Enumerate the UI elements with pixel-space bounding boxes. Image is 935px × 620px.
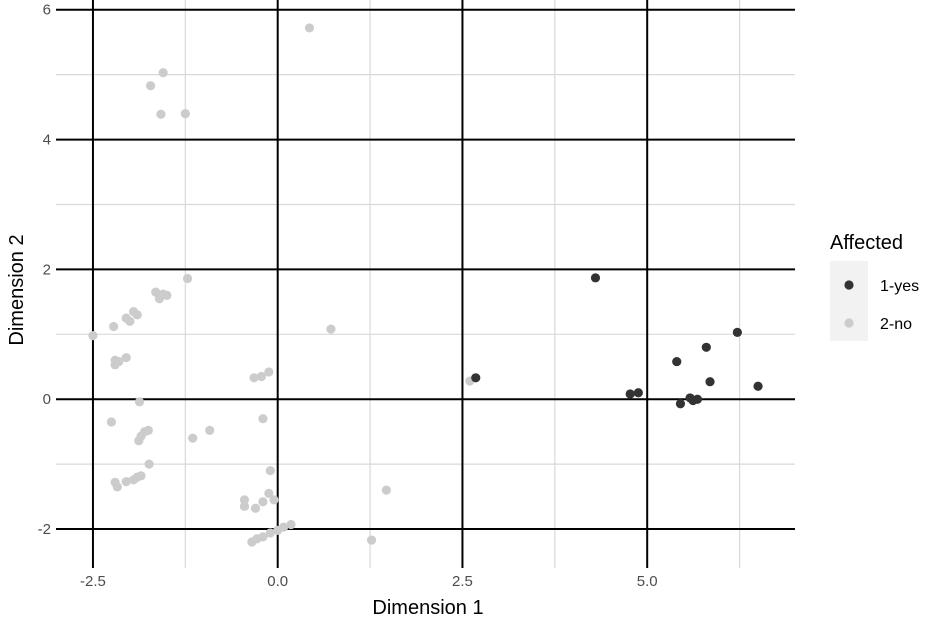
x-tick-labels: -2.5 0.0 2.5 5.0 [80,573,658,590]
data-point-1-yes [590,273,601,283]
data-point-2-no [112,482,122,492]
data-point-2-no [158,68,168,78]
data-point-2-no [258,497,268,507]
data-point-2-no [132,310,142,320]
data-point-2-no [249,373,259,383]
legend-key [844,318,854,328]
y-tick-label: 2 [43,261,51,278]
y-tick-labels: -2 0 2 4 6 [38,2,51,538]
data-point-1-yes [633,388,643,398]
legend-label: 2-no [880,316,912,333]
data-point-1-yes [701,342,711,352]
data-point-2-no [239,501,250,511]
data-point-2-no [304,23,315,33]
x-tick-label: -2.5 [80,573,106,590]
data-point-2-no [264,488,274,498]
data-point-2-no [121,477,131,487]
x-tick-label: 2.5 [452,573,473,590]
data-point-2-no [264,367,274,377]
data-point-1-yes [625,389,635,399]
data-point-2-no [326,324,336,334]
data-point-2-no [109,321,119,332]
legend: Affected 1-yes 2-no [830,232,919,341]
x-tick-label: 0.0 [267,573,288,590]
data-point-1-yes [705,377,715,387]
y-tick-label: 4 [43,132,51,149]
legend-title: Affected [830,232,903,254]
data-point-2-no [258,414,268,424]
data-point-2-no [265,466,275,476]
data-point-1-yes [692,394,703,404]
data-point-2-no [144,459,154,469]
data-point-2-no [156,109,166,119]
data-point-2-no [286,519,296,530]
data-point-2-no [366,535,377,545]
data-point-2-no [188,433,198,443]
data-point-2-no [145,81,156,91]
data-point-2-no [239,495,250,505]
data-point-2-no [88,331,98,341]
data-point-2-no [182,273,193,284]
y-tick-label: -2 [38,521,51,538]
data-point-2-no [106,417,117,427]
legend-items: 1-yes 2-no [844,278,919,333]
data-point-2-no [250,503,261,513]
data-point-2-no [205,425,215,435]
data-point-1-yes [471,373,481,383]
legend-key-background [830,261,868,341]
legend-key [844,280,854,290]
data-point-2-no [134,436,144,446]
data-point-2-no [154,294,165,304]
major-gridlines [56,0,795,568]
data-point-2-no [125,316,135,326]
x-tick-label: 5.0 [637,573,658,590]
data-point-2-no [134,397,145,407]
y-tick-label: 6 [43,2,51,19]
data-point-2-no [265,528,275,538]
minor-gridlines [56,0,795,568]
data-point-2-no [162,290,172,300]
data-points [88,23,763,547]
data-point-2-no [256,371,267,382]
data-point-1-yes [675,399,686,409]
data-point-2-no [279,522,289,532]
data-point-2-no [121,353,131,363]
y-tick-label: 0 [43,391,51,408]
legend-label: 1-yes [880,278,919,295]
x-axis-title: Dimension 1 [372,597,483,619]
data-point-2-no [128,475,139,485]
data-point-2-no [269,495,279,505]
data-point-2-no [110,360,120,370]
data-point-2-no [381,485,391,495]
data-point-2-no [180,109,190,119]
data-point-1-yes [732,327,742,337]
data-point-2-no [258,532,268,542]
data-point-1-yes [672,356,682,367]
data-point-1-yes [753,381,763,391]
y-axis-title: Dimension 2 [6,234,28,345]
